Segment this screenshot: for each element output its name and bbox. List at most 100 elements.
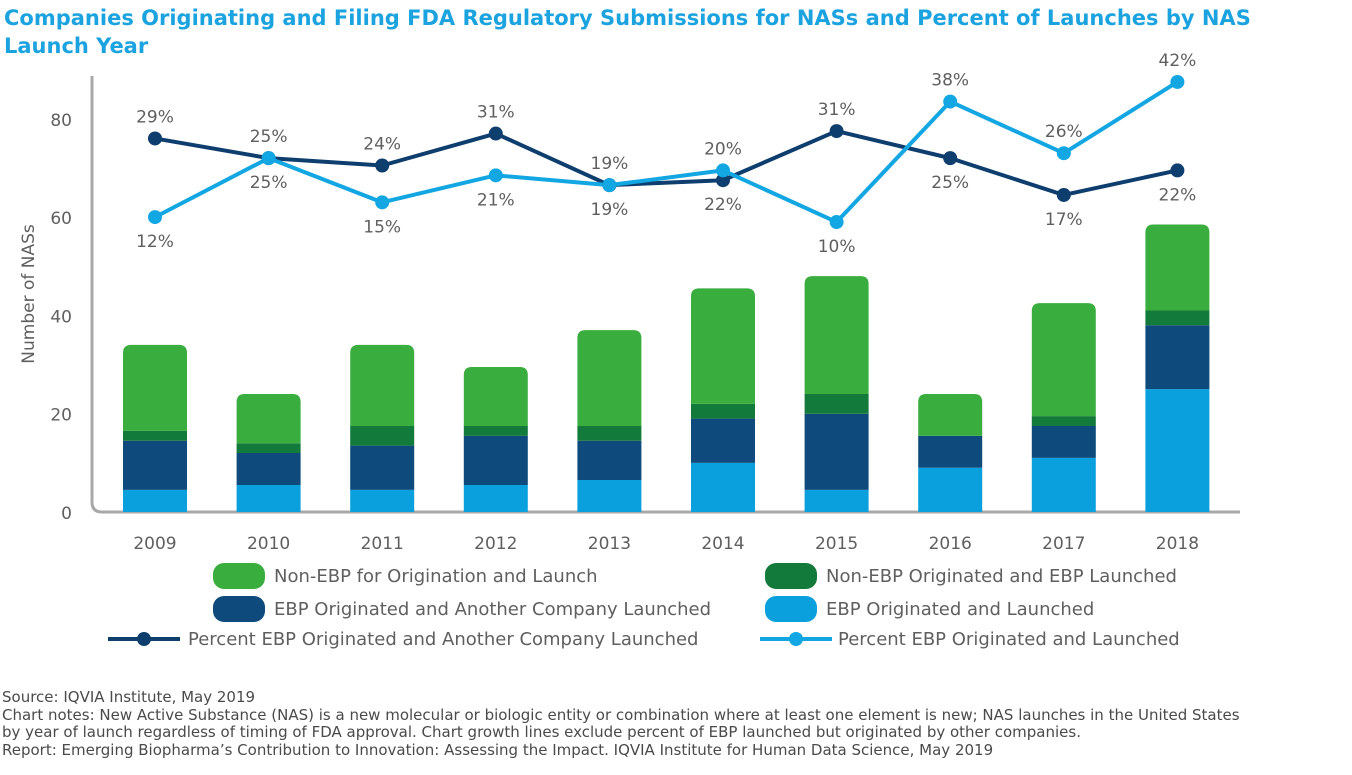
legend-swatch-non-ebp-launch: [213, 563, 265, 589]
x-tick-label: 2016: [929, 534, 972, 554]
bar-ebp-originated-launched: [1145, 389, 1210, 512]
line-ebp-originated-launched-label: 19%: [591, 200, 629, 220]
legend-label-line-light: Percent EBP Originated and Launched: [838, 629, 1180, 650]
line-ebp-originated-launched-point: [375, 195, 390, 210]
line-ebp-originated-other-launched-point: [716, 173, 730, 188]
line-ebp-originated-other-launched-point: [1056, 187, 1071, 202]
y-tick-label: 40: [50, 307, 72, 327]
footnotes: Source: IQVIA Institute, May 2019 Chart …: [2, 688, 1350, 759]
line-ebp-originated-other-launched-label: 25%: [250, 127, 288, 147]
x-tick-label: 2011: [361, 534, 404, 554]
bar-non-ebp-origination-launch: [691, 288, 755, 404]
line-ebp-originated-other-launched-label: 19%: [591, 154, 629, 174]
bar-non-ebp-origination-launch: [577, 330, 642, 426]
line-ebp-originated-launched-label: 10%: [818, 237, 856, 257]
legend-swatch-ebp-orig-other-launch: [213, 596, 265, 622]
line-ebp-originated-other-launched-label: 31%: [477, 103, 515, 123]
x-tick-label: 2013: [588, 534, 631, 554]
chart-notes-line-1: Chart notes: New Active Substance (NAS) …: [2, 705, 1240, 724]
bar-ebp-originated-other-launched: [804, 413, 869, 490]
line-ebp-originated-launched-point: [488, 168, 503, 183]
y-axis-title: Number of NASs: [19, 224, 39, 364]
line-ebp-originated-launched-point: [716, 163, 730, 178]
line-ebp-originated-other-launched-label: 22%: [704, 195, 742, 215]
bar-non-ebp-originated-ebp-launched: [350, 425, 415, 446]
bars: [123, 224, 1210, 512]
bar-ebp-originated-other-launched: [463, 435, 528, 485]
bar-non-ebp-origination-launch: [918, 394, 983, 436]
legend-marker-light: [789, 632, 803, 646]
bar-ebp-originated-launched: [918, 467, 983, 512]
bar-non-ebp-originated-ebp-launched: [804, 394, 869, 414]
line-ebp-originated-launched-point: [943, 94, 958, 109]
x-tick-label: 2015: [815, 534, 858, 554]
bar-ebp-originated-launched: [691, 462, 755, 512]
bar-non-ebp-origination-launch: [1031, 303, 1096, 417]
line-ebp-originated-launched: [154, 80, 1179, 225]
line-ebp-originated-launched-label: 21%: [477, 190, 515, 210]
x-tick-label: 2010: [247, 534, 290, 554]
source-note: Source: IQVIA Institute, May 2019: [2, 688, 256, 706]
bar-non-ebp-originated-ebp-launched: [1145, 310, 1210, 326]
line-ebp-originated-other-launched-point: [829, 124, 844, 139]
legend-swatch-non-ebp-orig-ebp-launch: [765, 563, 817, 589]
axis-line: [90, 76, 1240, 514]
report-note: Report: Emerging Biopharma’s Contributio…: [2, 740, 994, 759]
bar-non-ebp-origination-launch: [1145, 224, 1210, 311]
legend-label-non-ebp-orig-ebp-launch: Non-EBP Originated and EBP Launched: [826, 566, 1177, 587]
line-ebp-originated-launched-point: [829, 215, 844, 230]
bar-ebp-originated-other-launched: [577, 440, 642, 481]
legend-swatch-ebp-orig-launch: [765, 596, 817, 622]
line-ebp-originated-launched-label: 25%: [250, 173, 288, 193]
bar-ebp-originated-other-launched: [350, 445, 415, 490]
x-tick-label: 2014: [701, 534, 744, 554]
line-ebp-originated-other-launched-label: 24%: [363, 134, 401, 154]
line-ebp-originated-launched-label: 20%: [704, 139, 742, 159]
x-tick-label: 2017: [1042, 534, 1085, 554]
line-ebp-originated-other-launched-point: [488, 126, 503, 141]
lines: 29% 12% 25% 25% 24% 15% 31% 21% 19% 19% 22% 20% 31% 1…: [136, 51, 1196, 257]
bar-ebp-originated-other-launched: [1031, 425, 1096, 458]
bar-non-ebp-origination-launch: [463, 367, 528, 426]
line-ebp-originated-other-launched-label: 22%: [1159, 185, 1197, 205]
line-ebp-originated-launched-point: [1170, 74, 1185, 89]
line-ebp-originated-launched-label: 38%: [931, 71, 969, 91]
bar-ebp-originated-launched: [463, 484, 528, 512]
chart: 0 20 40 60 80 Number of NASs 2009 2010 2011 2012 2…: [19, 51, 1240, 650]
line-ebp-originated-other-launched-point: [943, 151, 958, 166]
bar-ebp-originated-launched: [236, 484, 301, 512]
legend-label-ebp-orig-launch: EBP Originated and Launched: [826, 599, 1094, 620]
bar-non-ebp-originated-ebp-launched: [123, 430, 187, 441]
line-ebp-originated-launched-point: [602, 178, 617, 193]
line-ebp-originated-launched-label: 12%: [136, 232, 174, 252]
line-ebp-originated-other-launched: [154, 129, 1178, 197]
line-ebp-originated-launched-label: 42%: [1159, 51, 1197, 71]
bar-ebp-originated-launched: [350, 489, 415, 512]
bar-ebp-originated-launched: [123, 489, 187, 512]
bar-non-ebp-origination-launch: [350, 344, 415, 426]
x-tick-label: 2018: [1156, 534, 1199, 554]
legend-label-ebp-orig-other-launch: EBP Originated and Another Company Launc…: [274, 599, 711, 620]
line-ebp-originated-launched-point: [148, 210, 162, 225]
line-ebp-originated-other-launched-point: [148, 131, 162, 146]
bar-ebp-originated-launched: [577, 480, 642, 512]
bar-ebp-originated-launched: [804, 489, 869, 512]
line-ebp-originated-launched-label: 15%: [363, 217, 401, 237]
chart-notes-line-2: by year of launch regardless of timing o…: [2, 723, 1081, 741]
line-ebp-originated-other-launched-label: 25%: [931, 173, 969, 193]
y-tick-label: 80: [50, 111, 72, 131]
line-ebp-originated-launched-point: [261, 151, 276, 166]
bar-ebp-originated-launched: [1031, 457, 1096, 512]
y-tick-label: 0: [61, 504, 72, 524]
bar-ebp-originated-other-launched: [918, 435, 983, 468]
bar-non-ebp-origination-launch: [236, 394, 301, 444]
line-ebp-originated-other-launched-label: 31%: [818, 100, 856, 120]
y-tick-label: 20: [50, 406, 72, 426]
bar-ebp-originated-other-launched: [691, 418, 755, 463]
legend-marker-dark: [137, 632, 151, 646]
bar-non-ebp-origination-launch: [804, 276, 869, 395]
bar-non-ebp-originated-ebp-launched: [463, 425, 528, 436]
bar-non-ebp-originated-ebp-launched: [691, 403, 755, 419]
bar-non-ebp-originated-ebp-launched: [1031, 416, 1096, 426]
x-tick-label: 2012: [474, 534, 517, 554]
